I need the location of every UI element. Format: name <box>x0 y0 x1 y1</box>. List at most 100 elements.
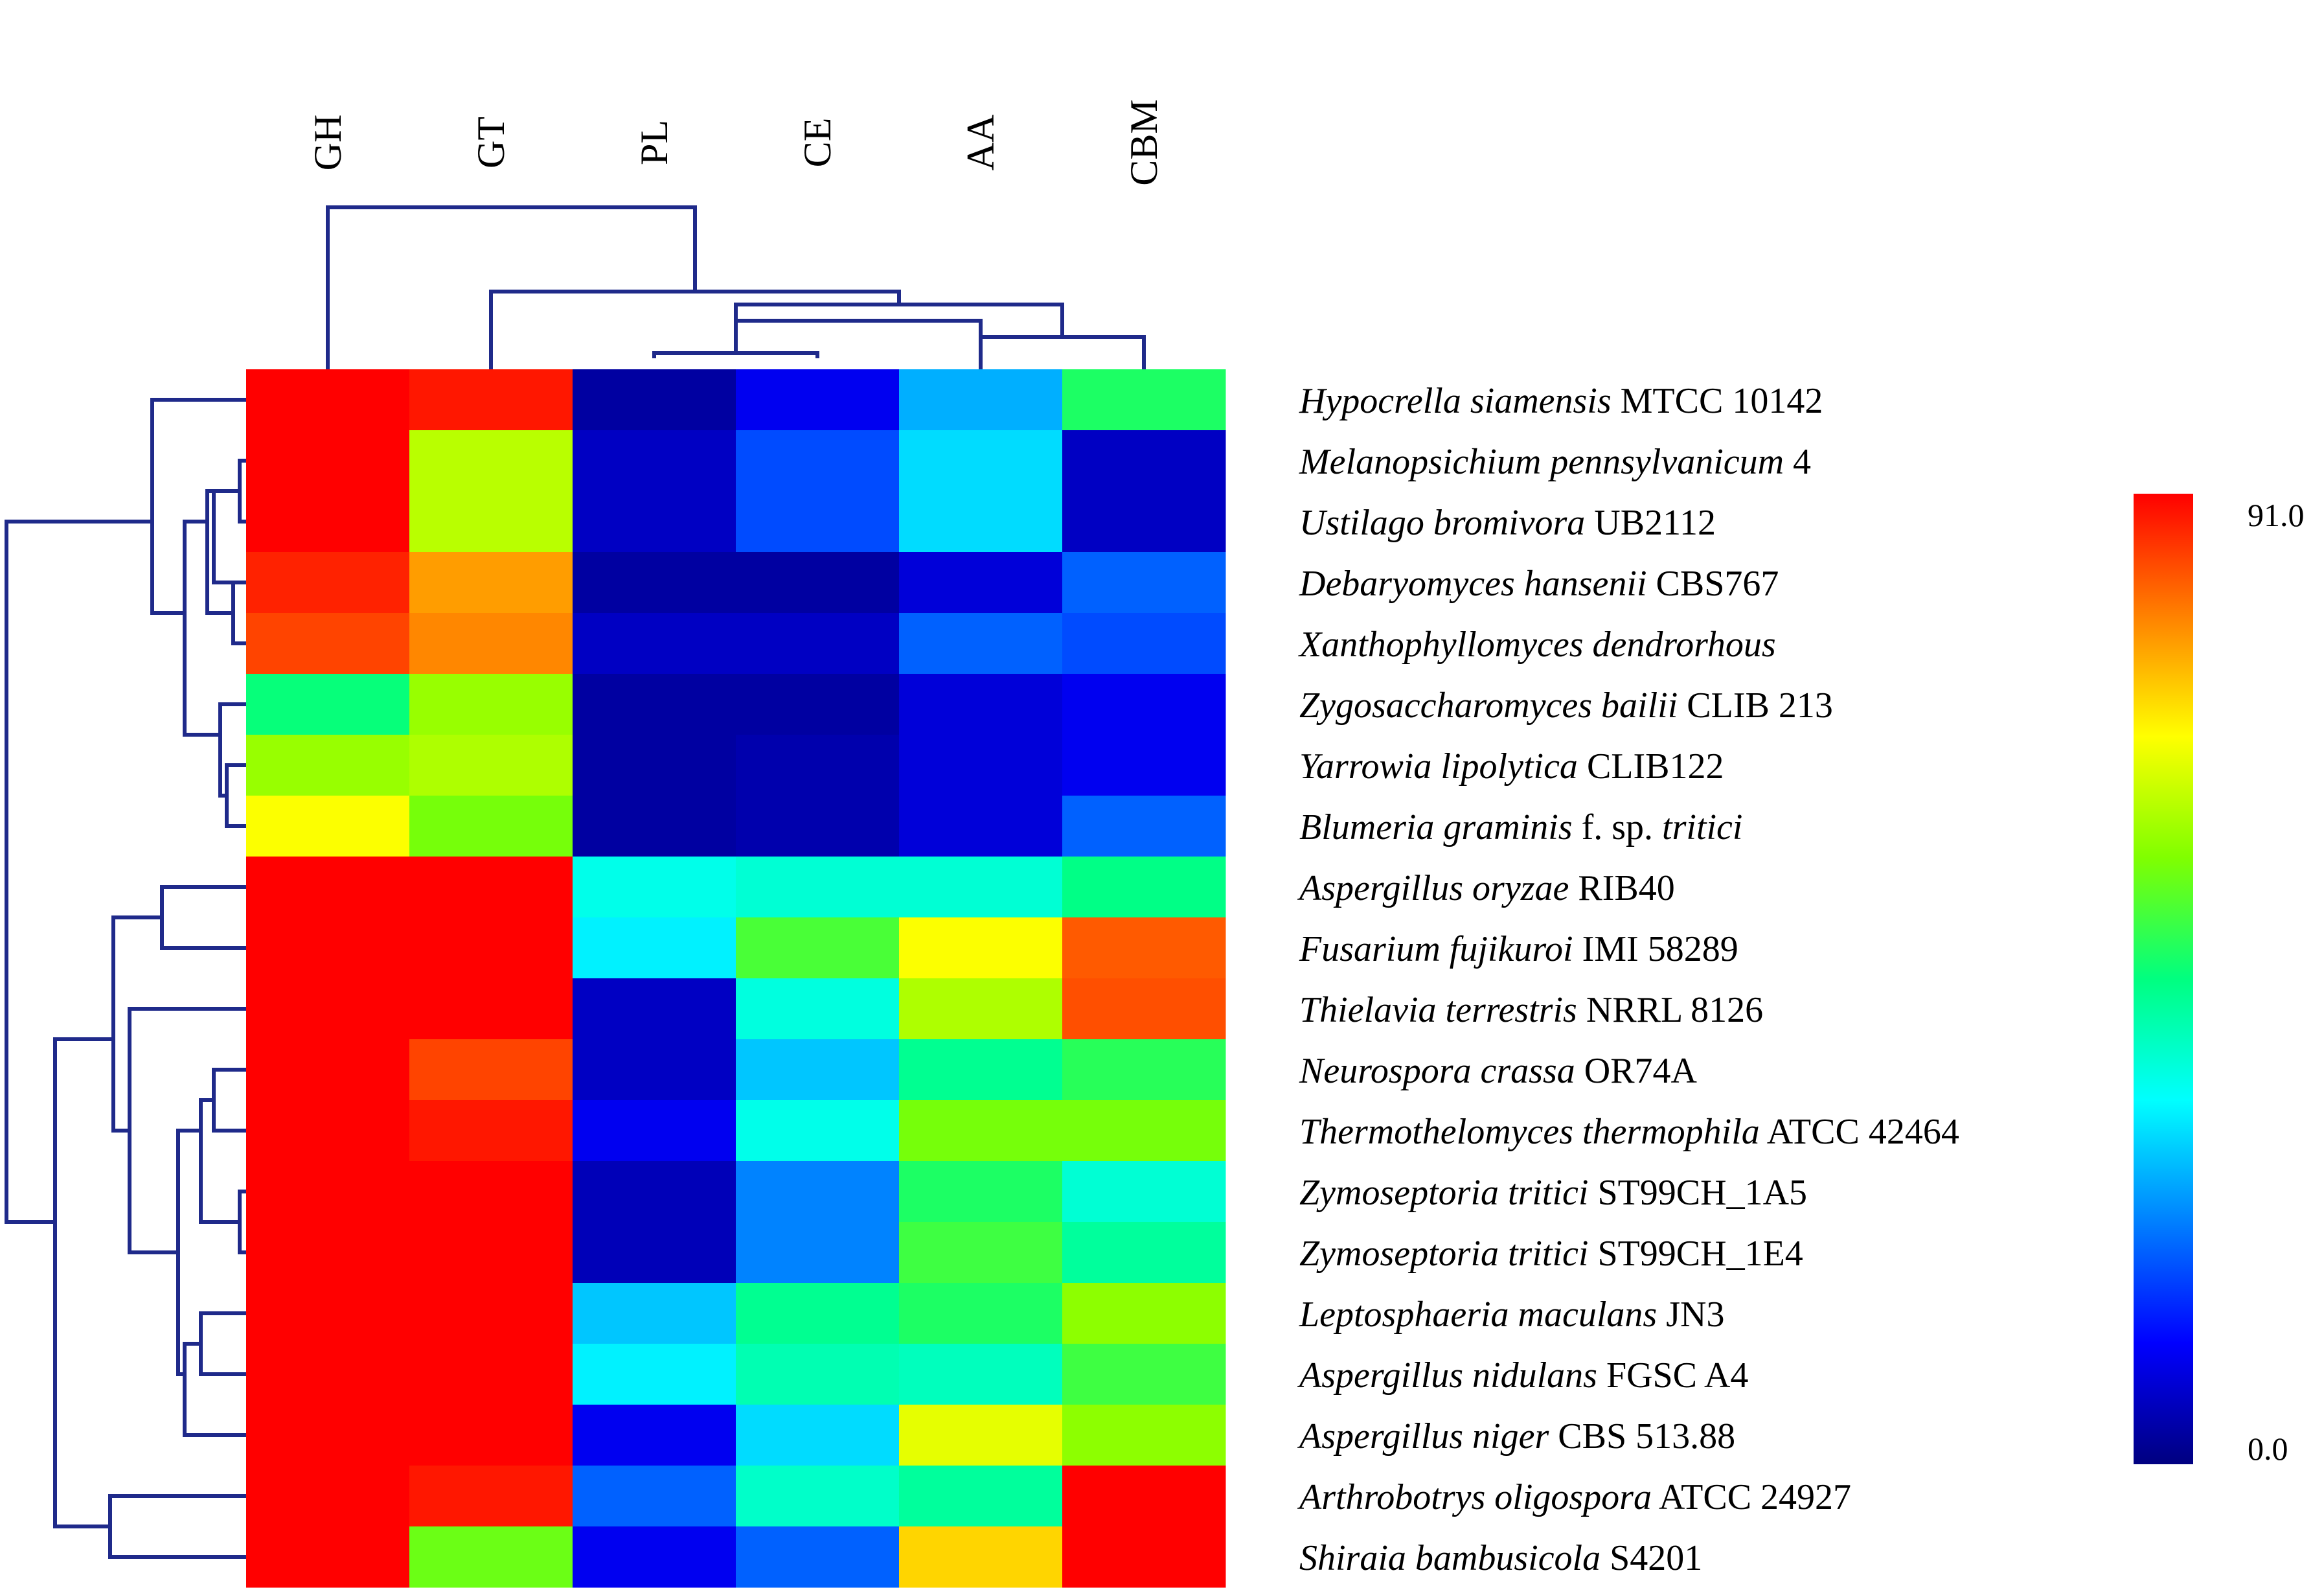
heatmap-cell <box>736 1161 900 1223</box>
row-label-species: Thermothelomyces thermophila <box>1299 1112 1760 1152</box>
heatmap-cell <box>573 613 736 674</box>
heatmap-cell <box>1062 978 1226 1040</box>
column-label: AA <box>959 115 1002 171</box>
row-label: Aspergillus nidulans FGSC A4 <box>1297 1355 1748 1396</box>
heatmap-cell <box>736 552 900 614</box>
heatmap-cell <box>246 674 410 735</box>
colorbar-max-label: 91.0 <box>2248 497 2305 533</box>
row-label-species: Zygosaccharomyces bailii <box>1299 685 1678 726</box>
heatmap-cell <box>1062 674 1226 735</box>
column-label: CBM <box>1122 99 1165 185</box>
heatmap-cell <box>899 978 1063 1040</box>
row-label: Shiraia bambusicola S4201 <box>1299 1538 1702 1578</box>
heatmap-cell <box>573 1161 736 1223</box>
heatmap-cell <box>899 430 1063 492</box>
row-label-strain: IMI 58289 <box>1573 929 1738 969</box>
dendrogram-link <box>218 702 248 798</box>
heatmap-cell <box>409 674 573 735</box>
row-label: Debaryomyces hansenii CBS767 <box>1299 564 1779 604</box>
heatmap-cell <box>246 430 410 492</box>
row-label: Melanopsichium pennsylvanicum 4 <box>1299 442 1811 482</box>
heatmap-cell <box>736 735 900 796</box>
row-label-species: Aspergillus oryzae <box>1297 868 1569 908</box>
dendrogram-link <box>326 205 697 371</box>
row-label: Blumeria graminis f. sp. tritici <box>1299 807 1742 847</box>
heatmap-cell <box>573 1222 736 1283</box>
heatmap-cell <box>573 978 736 1040</box>
row-label: Neurospora crassa OR74A <box>1299 1051 1698 1091</box>
heatmap-cell <box>409 857 573 918</box>
heatmap-cell <box>573 674 736 735</box>
dendrogram-link <box>199 1311 248 1376</box>
heatmap-cell <box>409 1039 573 1101</box>
row-label-species: Blumeria graminis <box>1299 807 1573 847</box>
heatmap-cell <box>736 430 900 492</box>
heatmap-cell <box>409 1466 573 1527</box>
dendrogram-link <box>205 489 235 615</box>
row-label-species: Ustilago bromivora <box>1299 503 1585 543</box>
heatmap-cell <box>736 1466 900 1527</box>
heatmap-cell <box>899 1283 1063 1344</box>
row-label: Thermothelomyces thermophila ATCC 42464 <box>1299 1112 1959 1152</box>
row-label-strain: CBS767 <box>1647 564 1779 604</box>
row-label-species: Hypocrella siamensis <box>1299 381 1612 421</box>
row-dendrogram <box>5 398 248 1559</box>
row-label-strain: MTCC 10142 <box>1612 381 1823 421</box>
row-label-species: Melanopsichium pennsylvanicum <box>1299 442 1784 482</box>
heatmap-cell <box>899 613 1063 674</box>
colorbar: 91.0 0.0 <box>2134 494 2305 1467</box>
heatmap-cell <box>246 1405 410 1466</box>
heatmap-cell <box>736 369 900 431</box>
row-label: Yarrowia lipolytica CLIB122 <box>1299 746 1724 787</box>
row-label-species: Yarrowia lipolytica <box>1299 746 1578 787</box>
row-label-species: Debaryomyces hansenii <box>1299 564 1647 604</box>
heatmap-cell <box>409 1100 573 1162</box>
row-label-strain: FGSC A4 <box>1597 1355 1748 1396</box>
heatmap-cell <box>246 1526 410 1588</box>
row-label: Leptosphaeria maculans JN3 <box>1299 1295 1724 1335</box>
heatmap-cell <box>899 1466 1063 1527</box>
heatmap-cell <box>409 552 573 614</box>
heatmap-cell <box>409 430 573 492</box>
heatmap-cell <box>736 1405 900 1466</box>
row-label-species: Neurospora crassa <box>1299 1051 1575 1091</box>
row-labels: Hypocrella siamensis MTCC 10142 Melanopsi… <box>1297 381 1959 1578</box>
heatmap-cell <box>736 796 900 857</box>
heatmap-cell <box>1062 1100 1226 1162</box>
heatmap-cell <box>736 1283 900 1344</box>
dendrogram-link <box>108 1494 248 1559</box>
dendrogram-link <box>979 335 1146 371</box>
row-label: Aspergillus oryzae RIB40 <box>1297 868 1675 908</box>
column-label: GT <box>470 117 512 168</box>
colorbar-gradient <box>2134 494 2193 1464</box>
dendrogram-link <box>160 885 248 950</box>
row-label: Thielavia terrestris NRRL 8126 <box>1299 990 1763 1030</box>
heatmap-cell <box>899 552 1063 614</box>
heatmap-cell <box>246 1344 410 1405</box>
column-labels: GH GT PL CE AA CBM <box>306 99 1165 185</box>
heatmap-cell <box>736 1100 900 1162</box>
heatmap-cell <box>736 978 900 1040</box>
heatmap-cell <box>736 613 900 674</box>
dendrogram-link <box>53 1037 115 1528</box>
column-label: PL <box>633 120 676 165</box>
heatmap-cell <box>246 369 410 431</box>
heatmap-cell <box>409 978 573 1040</box>
row-label-species: Zymoseptoria tritici <box>1299 1234 1588 1274</box>
heatmap-cell <box>246 735 410 796</box>
column-label: CE <box>796 118 839 168</box>
heatmap-cell <box>573 552 736 614</box>
dendrogram-link <box>183 1342 248 1437</box>
row-label: Zymoseptoria tritici ST99CH_1E4 <box>1299 1234 1803 1274</box>
dendrogram-link <box>5 520 154 1224</box>
row-label-species: Zymoseptoria tritici <box>1299 1173 1588 1213</box>
heatmap-cell <box>246 978 410 1040</box>
row-label-strain-italic: tritici <box>1662 807 1742 847</box>
dendrogram-link <box>176 1129 203 1376</box>
heatmap-cell <box>1062 857 1226 918</box>
heatmap-cell <box>409 1161 573 1223</box>
heatmap-cell <box>899 1222 1063 1283</box>
heatmap-cell <box>899 857 1063 918</box>
row-label-species: Fusarium fujikuroi <box>1299 929 1573 969</box>
heatmap-cell <box>1062 917 1226 979</box>
